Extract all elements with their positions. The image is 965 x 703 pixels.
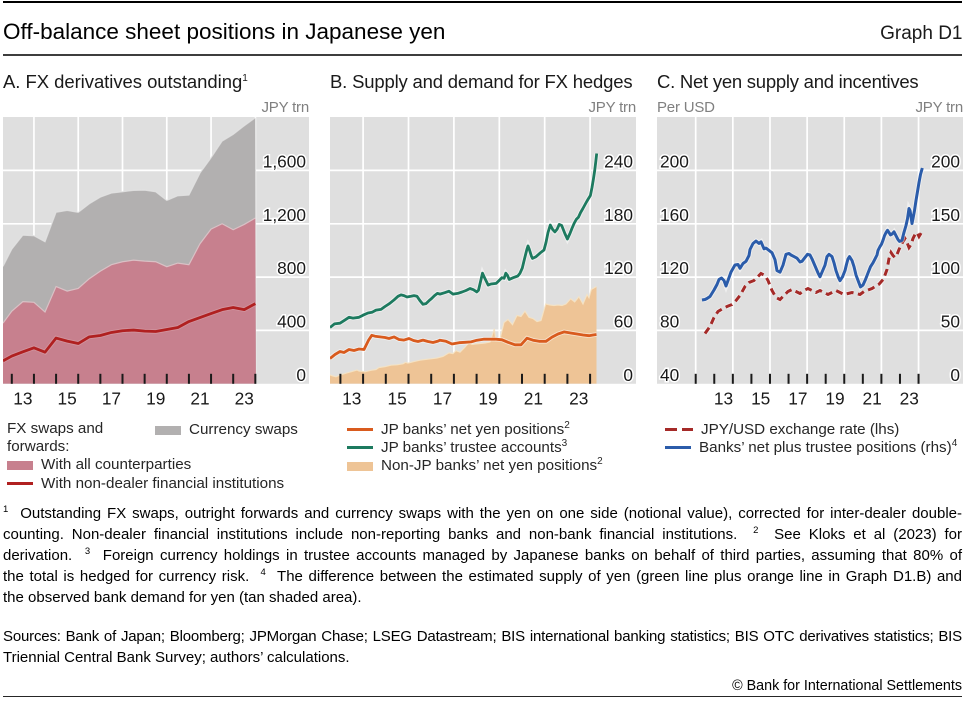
svg-text:180: 180 bbox=[604, 204, 633, 224]
svg-text:50: 50 bbox=[941, 311, 960, 331]
svg-text:0: 0 bbox=[296, 364, 306, 384]
svg-text:150: 150 bbox=[931, 204, 960, 224]
svg-text:21: 21 bbox=[190, 388, 209, 408]
svg-text:23: 23 bbox=[235, 388, 254, 408]
svg-text:40: 40 bbox=[660, 364, 679, 384]
svg-text:120: 120 bbox=[604, 258, 633, 278]
svg-text:19: 19 bbox=[478, 388, 497, 408]
svg-text:800: 800 bbox=[277, 258, 306, 278]
svg-text:19: 19 bbox=[825, 388, 844, 408]
svg-text:100: 100 bbox=[931, 258, 960, 278]
svg-text:15: 15 bbox=[751, 388, 770, 408]
svg-text:240: 240 bbox=[604, 151, 633, 171]
svg-text:21: 21 bbox=[862, 388, 881, 408]
svg-text:160: 160 bbox=[660, 204, 689, 224]
svg-text:13: 13 bbox=[342, 388, 361, 408]
svg-text:120: 120 bbox=[660, 258, 689, 278]
svg-text:1,600: 1,600 bbox=[263, 151, 306, 171]
svg-text:60: 60 bbox=[614, 311, 633, 331]
svg-text:13: 13 bbox=[714, 388, 733, 408]
svg-text:200: 200 bbox=[660, 151, 689, 171]
svg-text:0: 0 bbox=[950, 364, 960, 384]
svg-text:13: 13 bbox=[13, 388, 32, 408]
svg-text:1,200: 1,200 bbox=[263, 204, 306, 224]
svg-text:23: 23 bbox=[900, 388, 919, 408]
svg-text:0: 0 bbox=[623, 364, 633, 384]
svg-text:17: 17 bbox=[433, 388, 452, 408]
svg-text:19: 19 bbox=[146, 388, 165, 408]
svg-text:80: 80 bbox=[660, 311, 679, 331]
svg-text:200: 200 bbox=[931, 151, 960, 171]
svg-text:400: 400 bbox=[277, 311, 306, 331]
svg-text:17: 17 bbox=[102, 388, 121, 408]
svg-text:15: 15 bbox=[58, 388, 77, 408]
svg-text:21: 21 bbox=[524, 388, 543, 408]
svg-text:17: 17 bbox=[788, 388, 807, 408]
svg-text:23: 23 bbox=[569, 388, 588, 408]
svg-text:15: 15 bbox=[388, 388, 407, 408]
